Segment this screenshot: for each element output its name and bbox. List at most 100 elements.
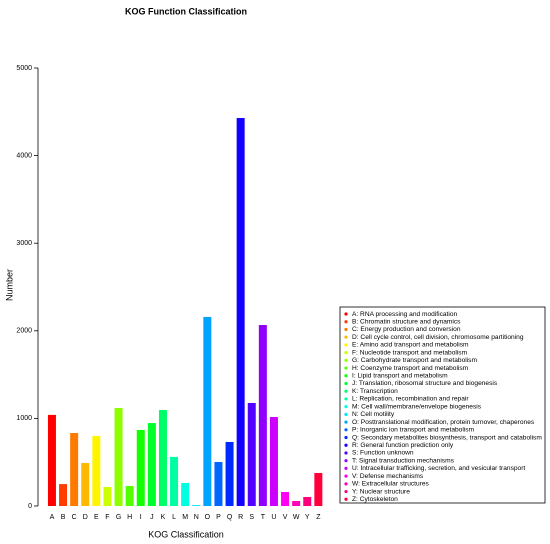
x-tick-label: Y	[305, 514, 310, 521]
bar	[59, 484, 68, 506]
x-tick-label: N	[194, 514, 199, 521]
legend-marker	[344, 351, 348, 355]
x-tick-label: T	[261, 514, 266, 521]
legend-label: M: Cell wall/membrane/envelope biogenesi…	[352, 403, 482, 410]
legend-marker	[344, 312, 348, 316]
legend-marker	[344, 412, 348, 416]
legend-label: A: RNA processing and modification	[352, 311, 458, 318]
bar	[314, 472, 323, 506]
bar	[81, 462, 90, 506]
bar	[103, 486, 112, 506]
bar	[292, 501, 301, 506]
bar	[158, 409, 167, 506]
x-tick-label: Z	[316, 514, 321, 521]
legend-label: T: Signal transduction mechanisms	[352, 457, 455, 464]
bar	[170, 456, 179, 506]
legend-marker	[344, 335, 348, 339]
legend-label: F: Nucleotide transport and metabolism	[352, 349, 468, 356]
bar	[225, 441, 234, 506]
legend-marker	[344, 428, 348, 432]
legend-marker	[344, 320, 348, 324]
legend-marker	[344, 358, 348, 362]
legend-marker	[344, 443, 348, 447]
legend-label: G: Carbohydrate transport and metabolism	[352, 357, 477, 364]
legend-label: N: Cell motility	[352, 411, 395, 418]
bar	[214, 462, 223, 506]
legend-label: Y: Nuclear structure	[352, 488, 410, 495]
x-tick-label: C	[72, 514, 77, 521]
x-axis-label: KOG Classification	[148, 529, 224, 539]
legend-marker	[344, 459, 348, 463]
legend-label: C: Energy production and conversion	[352, 326, 461, 333]
x-tick-label: W	[293, 514, 300, 521]
legend-label: B: Chromatin structure and dynamics	[352, 318, 461, 325]
legend-box	[339, 306, 546, 504]
legend-label: H: Coenzyme transport and metabolism	[352, 365, 469, 372]
bar	[181, 482, 190, 506]
legend-label: K: Transcription	[352, 388, 398, 395]
bar	[70, 433, 79, 506]
x-tick-label: I	[140, 514, 142, 521]
legend-marker	[344, 489, 348, 494]
x-tick-label: H	[127, 514, 132, 521]
legend-marker	[344, 474, 348, 478]
x-tick-label: E	[94, 514, 99, 521]
legend-marker	[344, 466, 348, 470]
legend-label: E: Amino acid transport and metabolism	[352, 342, 469, 349]
x-tick-label: A	[50, 514, 55, 521]
legend-marker	[344, 374, 348, 378]
bar	[236, 118, 245, 507]
legend-label: V: Defense mechanisms	[352, 473, 424, 480]
legend-label: U: Intracellular trafficking, secretion,…	[352, 465, 525, 472]
legend-marker	[344, 397, 348, 401]
bar	[258, 325, 267, 506]
legend-marker	[344, 366, 348, 370]
legend-label: W: Extracellular structures	[352, 481, 430, 488]
x-tick-label: F	[105, 514, 109, 521]
legend-label: P: Inorganic ion transport and metabolis…	[352, 427, 475, 434]
x-tick-label: D	[83, 514, 88, 521]
x-tick-label: U	[271, 514, 276, 521]
legend-marker	[344, 482, 348, 486]
x-tick-label: S	[249, 514, 254, 521]
bar	[247, 402, 256, 506]
x-tick-label: Q	[227, 514, 233, 521]
legend-label: O: Posttranslational modification, prote…	[352, 419, 535, 426]
chart-title: KOG Function Classification	[125, 6, 247, 16]
bar	[303, 496, 312, 506]
x-tick-label: K	[161, 514, 166, 521]
bar	[125, 486, 134, 506]
y-axis-label: Number	[4, 269, 14, 301]
legend-marker	[344, 381, 348, 386]
legend-marker	[344, 327, 348, 332]
x-tick-label: G	[116, 514, 121, 521]
bar	[47, 414, 56, 506]
x-tick-label: B	[61, 514, 66, 521]
x-tick-label: O	[205, 514, 211, 521]
legend-marker	[344, 343, 348, 347]
x-tick-label: P	[216, 514, 221, 521]
legend-marker	[344, 405, 348, 409]
y-tick-label: 5000	[16, 65, 32, 72]
legend-label: J: Translation, ribosomal structure and …	[352, 380, 498, 387]
legend-marker	[344, 451, 348, 455]
x-tick-label: L	[172, 514, 176, 521]
x-tick-label: M	[182, 514, 188, 521]
x-tick-label: V	[283, 514, 288, 521]
y-tick-label: 0	[28, 503, 32, 510]
legend-marker	[344, 497, 348, 501]
y-tick-label: 2000	[16, 328, 32, 335]
bar	[203, 316, 212, 506]
bar	[92, 435, 101, 506]
legend-label: R: General function prediction only	[352, 442, 454, 449]
legend-marker	[344, 389, 348, 393]
legend-marker	[344, 420, 348, 424]
legend-marker	[344, 435, 348, 440]
legend-label: S: Function unknown	[352, 450, 414, 457]
bar	[281, 491, 290, 506]
bar	[114, 407, 123, 506]
y-tick-label: 3000	[16, 240, 32, 247]
y-tick-label: 1000	[16, 415, 32, 422]
